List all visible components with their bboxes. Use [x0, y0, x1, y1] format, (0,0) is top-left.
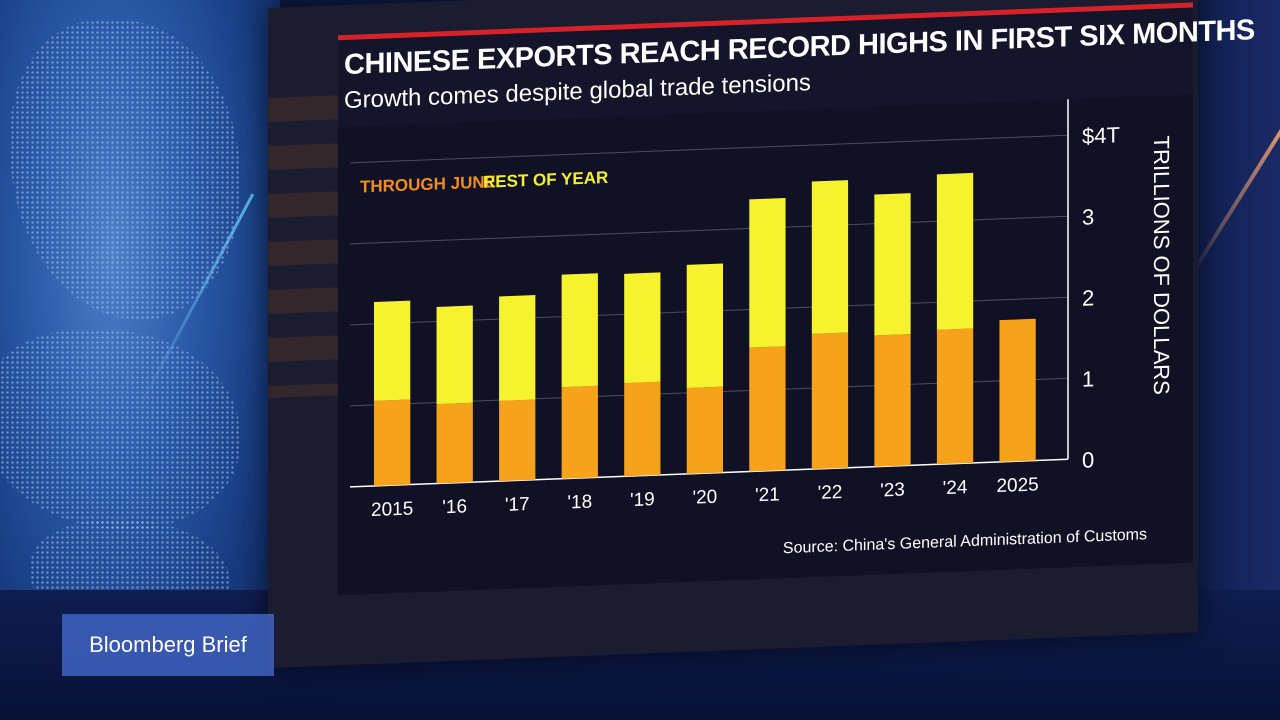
show-name: Bloomberg Brief — [89, 632, 247, 657]
bar-through-june-19 — [624, 381, 661, 477]
y-tick-label-0: 0 — [1082, 447, 1094, 472]
chart-area: 0 1 2 3 $4T TRILLIONS OF DOLLARS THROUGH JUNE R… — [338, 94, 1193, 596]
bar-rest-of-year-17 — [499, 295, 536, 401]
x-tick-label-4: '19 — [630, 489, 655, 511]
bar-rest-of-year-18 — [561, 273, 598, 388]
chart-panel: CHINESE EXPORTS REACH RECORD HIGHS IN FI… — [338, 2, 1255, 596]
y-tick-label-3: 3 — [1082, 204, 1094, 229]
bar-through-june-2025 — [999, 318, 1036, 462]
x-tick-label-10: 2025 — [996, 474, 1038, 497]
bar-through-june-22 — [811, 332, 849, 470]
bar-through-june-21 — [749, 346, 786, 472]
bar-rest-of-year-21 — [749, 197, 786, 348]
x-tick-label-9: '24 — [943, 477, 968, 499]
bar-through-june-2015 — [374, 399, 411, 486]
bar-rest-of-year-23 — [874, 193, 911, 336]
chart-screen: CHINESE EXPORTS REACH RECORD HIGHS IN FI… — [268, 0, 1255, 668]
bar-through-june-17 — [499, 399, 536, 482]
x-tick-label-1: '16 — [442, 496, 467, 518]
x-tick-label-6: '21 — [755, 484, 780, 506]
bar-through-june-20 — [686, 386, 724, 474]
y-tick-label-4: $4T — [1082, 122, 1120, 148]
x-tick-label-8: '23 — [880, 480, 905, 502]
bar-rest-of-year-24 — [936, 172, 974, 330]
x-tick-label-5: '20 — [692, 487, 717, 509]
bar-through-june-23 — [874, 334, 911, 467]
bar-chart: 0 1 2 3 $4T TRILLIONS OF DOLLARS THROUGH JUNER… — [350, 95, 1174, 521]
gridline-4 — [350, 134, 1068, 164]
bar-rest-of-year-16 — [436, 305, 473, 405]
lower-third-banner: Bloomberg Brief — [62, 614, 274, 676]
x-tick-label-3: '18 — [567, 492, 592, 514]
bar-through-june-16 — [436, 402, 473, 484]
bar-rest-of-year-2015 — [374, 300, 411, 401]
x-tick-label-2: '17 — [505, 494, 530, 516]
y-tick-label-2: 2 — [1082, 285, 1094, 310]
decorative-stripes — [268, 95, 338, 398]
bar-rest-of-year-22 — [811, 180, 849, 334]
legend-item-2: REST OF YEAR — [483, 168, 608, 192]
legend-item-1: THROUGH JUNE — [360, 172, 496, 196]
bar-rest-of-year-20 — [686, 263, 724, 389]
bar-through-june-18 — [561, 385, 598, 479]
x-tick-label-7: '22 — [818, 482, 843, 504]
y-tick-label-1: 1 — [1082, 366, 1094, 391]
x-tick-label-0: 2015 — [371, 498, 413, 521]
bar-rest-of-year-19 — [624, 272, 661, 384]
y-axis-title: TRILLIONS OF DOLLARS — [1149, 135, 1174, 395]
bar-through-june-24 — [936, 328, 974, 465]
